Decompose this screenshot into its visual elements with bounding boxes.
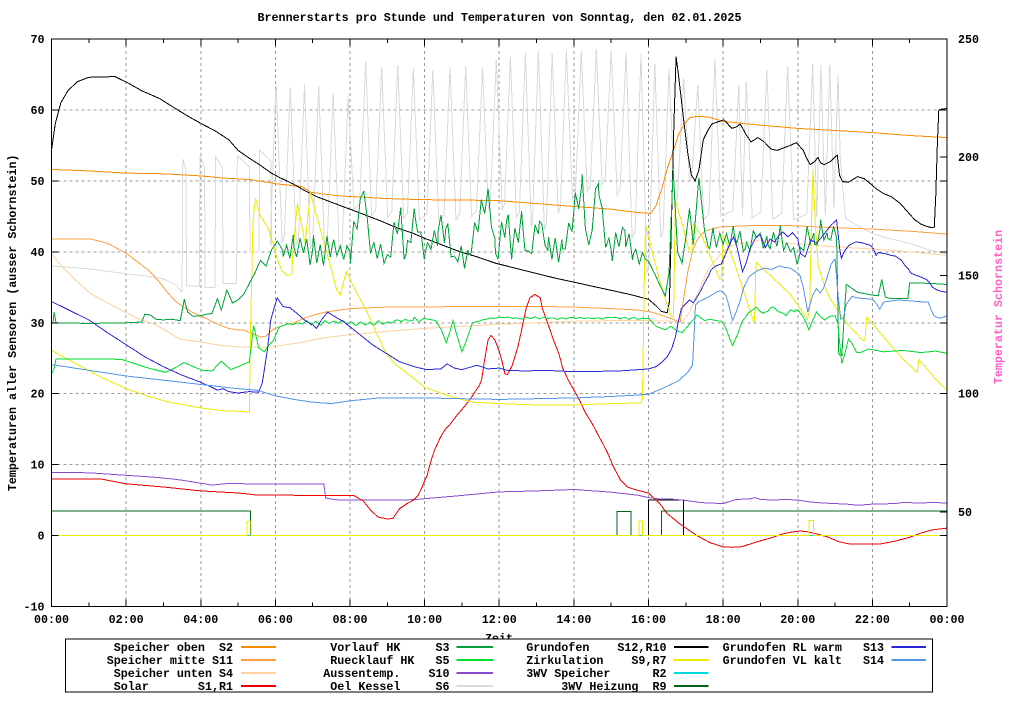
svg-text:3WV Speicher R2: 3WV Speicher R2 — [526, 667, 666, 681]
svg-text:10: 10 — [30, 459, 44, 473]
svg-text:60: 60 — [30, 104, 44, 118]
svg-text:Temperaturen aller Sensoren (a: Temperaturen aller Sensoren (ausser Scho… — [6, 154, 20, 491]
svg-text:Aussentemp. S10: Aussentemp. S10 — [323, 667, 449, 681]
svg-text:150: 150 — [958, 269, 979, 283]
svg-text:04:00: 04:00 — [183, 613, 218, 627]
svg-text:3WV Heizung R9: 3WV Heizung R9 — [561, 680, 666, 694]
svg-text:Zirkulation S9,R7: Zirkulation S9,R7 — [526, 654, 666, 668]
svg-text:Vorlauf HK S3: Vorlauf HK S3 — [330, 641, 449, 655]
svg-text:16:00: 16:00 — [631, 613, 666, 627]
svg-text:Oel Kessel S6: Oel Kessel S6 — [330, 680, 449, 694]
svg-text:200: 200 — [958, 151, 979, 165]
svg-text:06:00: 06:00 — [258, 613, 293, 627]
svg-text:Temperatur Schornstein: Temperatur Schornstein — [992, 230, 1006, 384]
svg-text:Ruecklauf HK S5: Ruecklauf HK S5 — [330, 654, 449, 668]
svg-text:02:00: 02:00 — [109, 613, 144, 627]
svg-text:00:00: 00:00 — [929, 613, 964, 627]
svg-text:50: 50 — [30, 175, 44, 189]
svg-text:Grundofen S12,R10: Grundofen S12,R10 — [526, 641, 666, 655]
svg-text:Solar S1,R1: Solar S1,R1 — [114, 680, 233, 694]
svg-text:100: 100 — [958, 388, 979, 402]
svg-text:Speicher unten S4: Speicher unten S4 — [114, 667, 233, 681]
svg-text:10:00: 10:00 — [407, 613, 442, 627]
svg-text:14:00: 14:00 — [556, 613, 591, 627]
svg-text:Brennerstarts pro Stunde und T: Brennerstarts pro Stunde und Temperature… — [258, 11, 742, 25]
svg-text:20: 20 — [30, 388, 44, 402]
svg-text:-10: -10 — [23, 601, 44, 615]
svg-text:50: 50 — [958, 506, 972, 520]
svg-text:18:00: 18:00 — [706, 613, 741, 627]
svg-text:Speicher oben S2: Speicher oben S2 — [114, 641, 233, 655]
svg-text:Grundofen VL kalt S14: Grundofen VL kalt S14 — [723, 654, 884, 668]
svg-text:70: 70 — [30, 33, 44, 47]
svg-text:22:00: 22:00 — [855, 613, 890, 627]
svg-text:00:00: 00:00 — [34, 613, 69, 627]
svg-text:40: 40 — [30, 246, 44, 260]
svg-text:0: 0 — [37, 530, 44, 544]
svg-text:12:00: 12:00 — [482, 613, 517, 627]
svg-text:250: 250 — [958, 33, 979, 47]
svg-text:30: 30 — [30, 317, 44, 331]
svg-text:08:00: 08:00 — [332, 613, 367, 627]
svg-text:Speicher mitte S11: Speicher mitte S11 — [107, 654, 233, 668]
svg-text:20:00: 20:00 — [780, 613, 815, 627]
svg-text:Grundofen RL warm S13: Grundofen RL warm S13 — [723, 641, 884, 655]
